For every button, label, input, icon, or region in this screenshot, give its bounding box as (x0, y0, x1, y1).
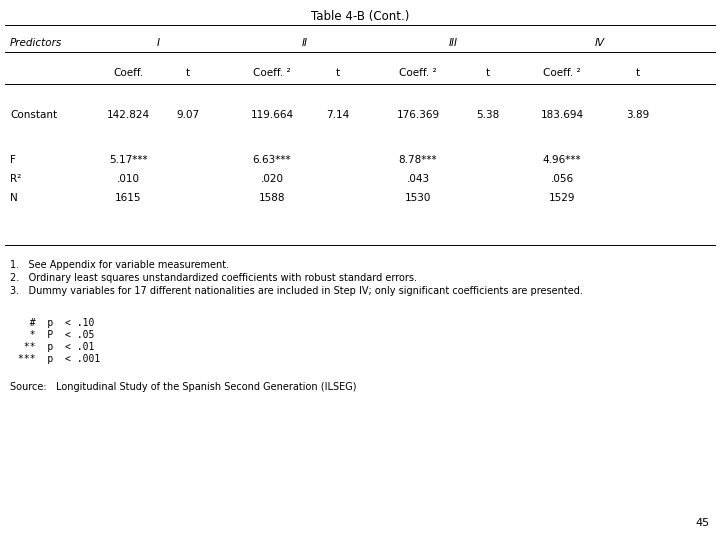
Text: I: I (156, 38, 160, 48)
Text: 176.369: 176.369 (397, 110, 440, 120)
Text: .056: .056 (550, 174, 574, 184)
Text: .010: .010 (117, 174, 140, 184)
Text: 1529: 1529 (549, 193, 575, 203)
Text: 3.   Dummy variables for 17 different nationalities are included in Step IV; onl: 3. Dummy variables for 17 different nati… (10, 286, 583, 296)
Text: 142.824: 142.824 (107, 110, 150, 120)
Text: Source:   Longitudinal Study of the Spanish Second Generation (ILSEG): Source: Longitudinal Study of the Spanis… (10, 382, 356, 392)
Text: R²: R² (10, 174, 22, 184)
Text: 1530: 1530 (405, 193, 431, 203)
Text: Table 4-B (Cont.): Table 4-B (Cont.) (311, 10, 409, 23)
Text: 5.17***: 5.17*** (109, 155, 148, 165)
Text: 1588: 1588 (258, 193, 285, 203)
Text: **  p  < .01: ** p < .01 (18, 342, 94, 352)
Text: IV: IV (595, 38, 605, 48)
Text: 1615: 1615 (114, 193, 141, 203)
Text: II: II (302, 38, 308, 48)
Text: Coeff. ²: Coeff. ² (399, 68, 437, 78)
Text: t: t (336, 68, 340, 78)
Text: 119.664: 119.664 (251, 110, 294, 120)
Text: Coeff. ²: Coeff. ² (253, 68, 291, 78)
Text: 2.   Ordinary least squares unstandardized coefficients with robust standard err: 2. Ordinary least squares unstandardized… (10, 273, 417, 283)
Text: 5.38: 5.38 (477, 110, 500, 120)
Text: .043: .043 (406, 174, 430, 184)
Text: Coeff.: Coeff. (113, 68, 143, 78)
Text: t: t (486, 68, 490, 78)
Text: 6.63***: 6.63*** (253, 155, 292, 165)
Text: N: N (10, 193, 18, 203)
Text: 3.89: 3.89 (626, 110, 649, 120)
Text: ***  p  < .001: *** p < .001 (18, 354, 100, 364)
Text: *  P  < .05: * P < .05 (18, 330, 94, 340)
Text: t: t (636, 68, 640, 78)
Text: #  p  < .10: # p < .10 (18, 318, 94, 328)
Text: 45: 45 (696, 518, 710, 528)
Text: 8.78***: 8.78*** (399, 155, 437, 165)
Text: Coeff. ²: Coeff. ² (543, 68, 581, 78)
Text: 1.   See Appendix for variable measurement.: 1. See Appendix for variable measurement… (10, 260, 229, 270)
Text: 183.694: 183.694 (541, 110, 584, 120)
Text: Predictors: Predictors (10, 38, 62, 48)
Text: t: t (186, 68, 190, 78)
Text: .020: .020 (261, 174, 284, 184)
Text: 9.07: 9.07 (176, 110, 199, 120)
Text: Constant: Constant (10, 110, 57, 120)
Text: III: III (449, 38, 457, 48)
Text: 7.14: 7.14 (326, 110, 350, 120)
Text: F: F (10, 155, 16, 165)
Text: 4.96***: 4.96*** (543, 155, 581, 165)
